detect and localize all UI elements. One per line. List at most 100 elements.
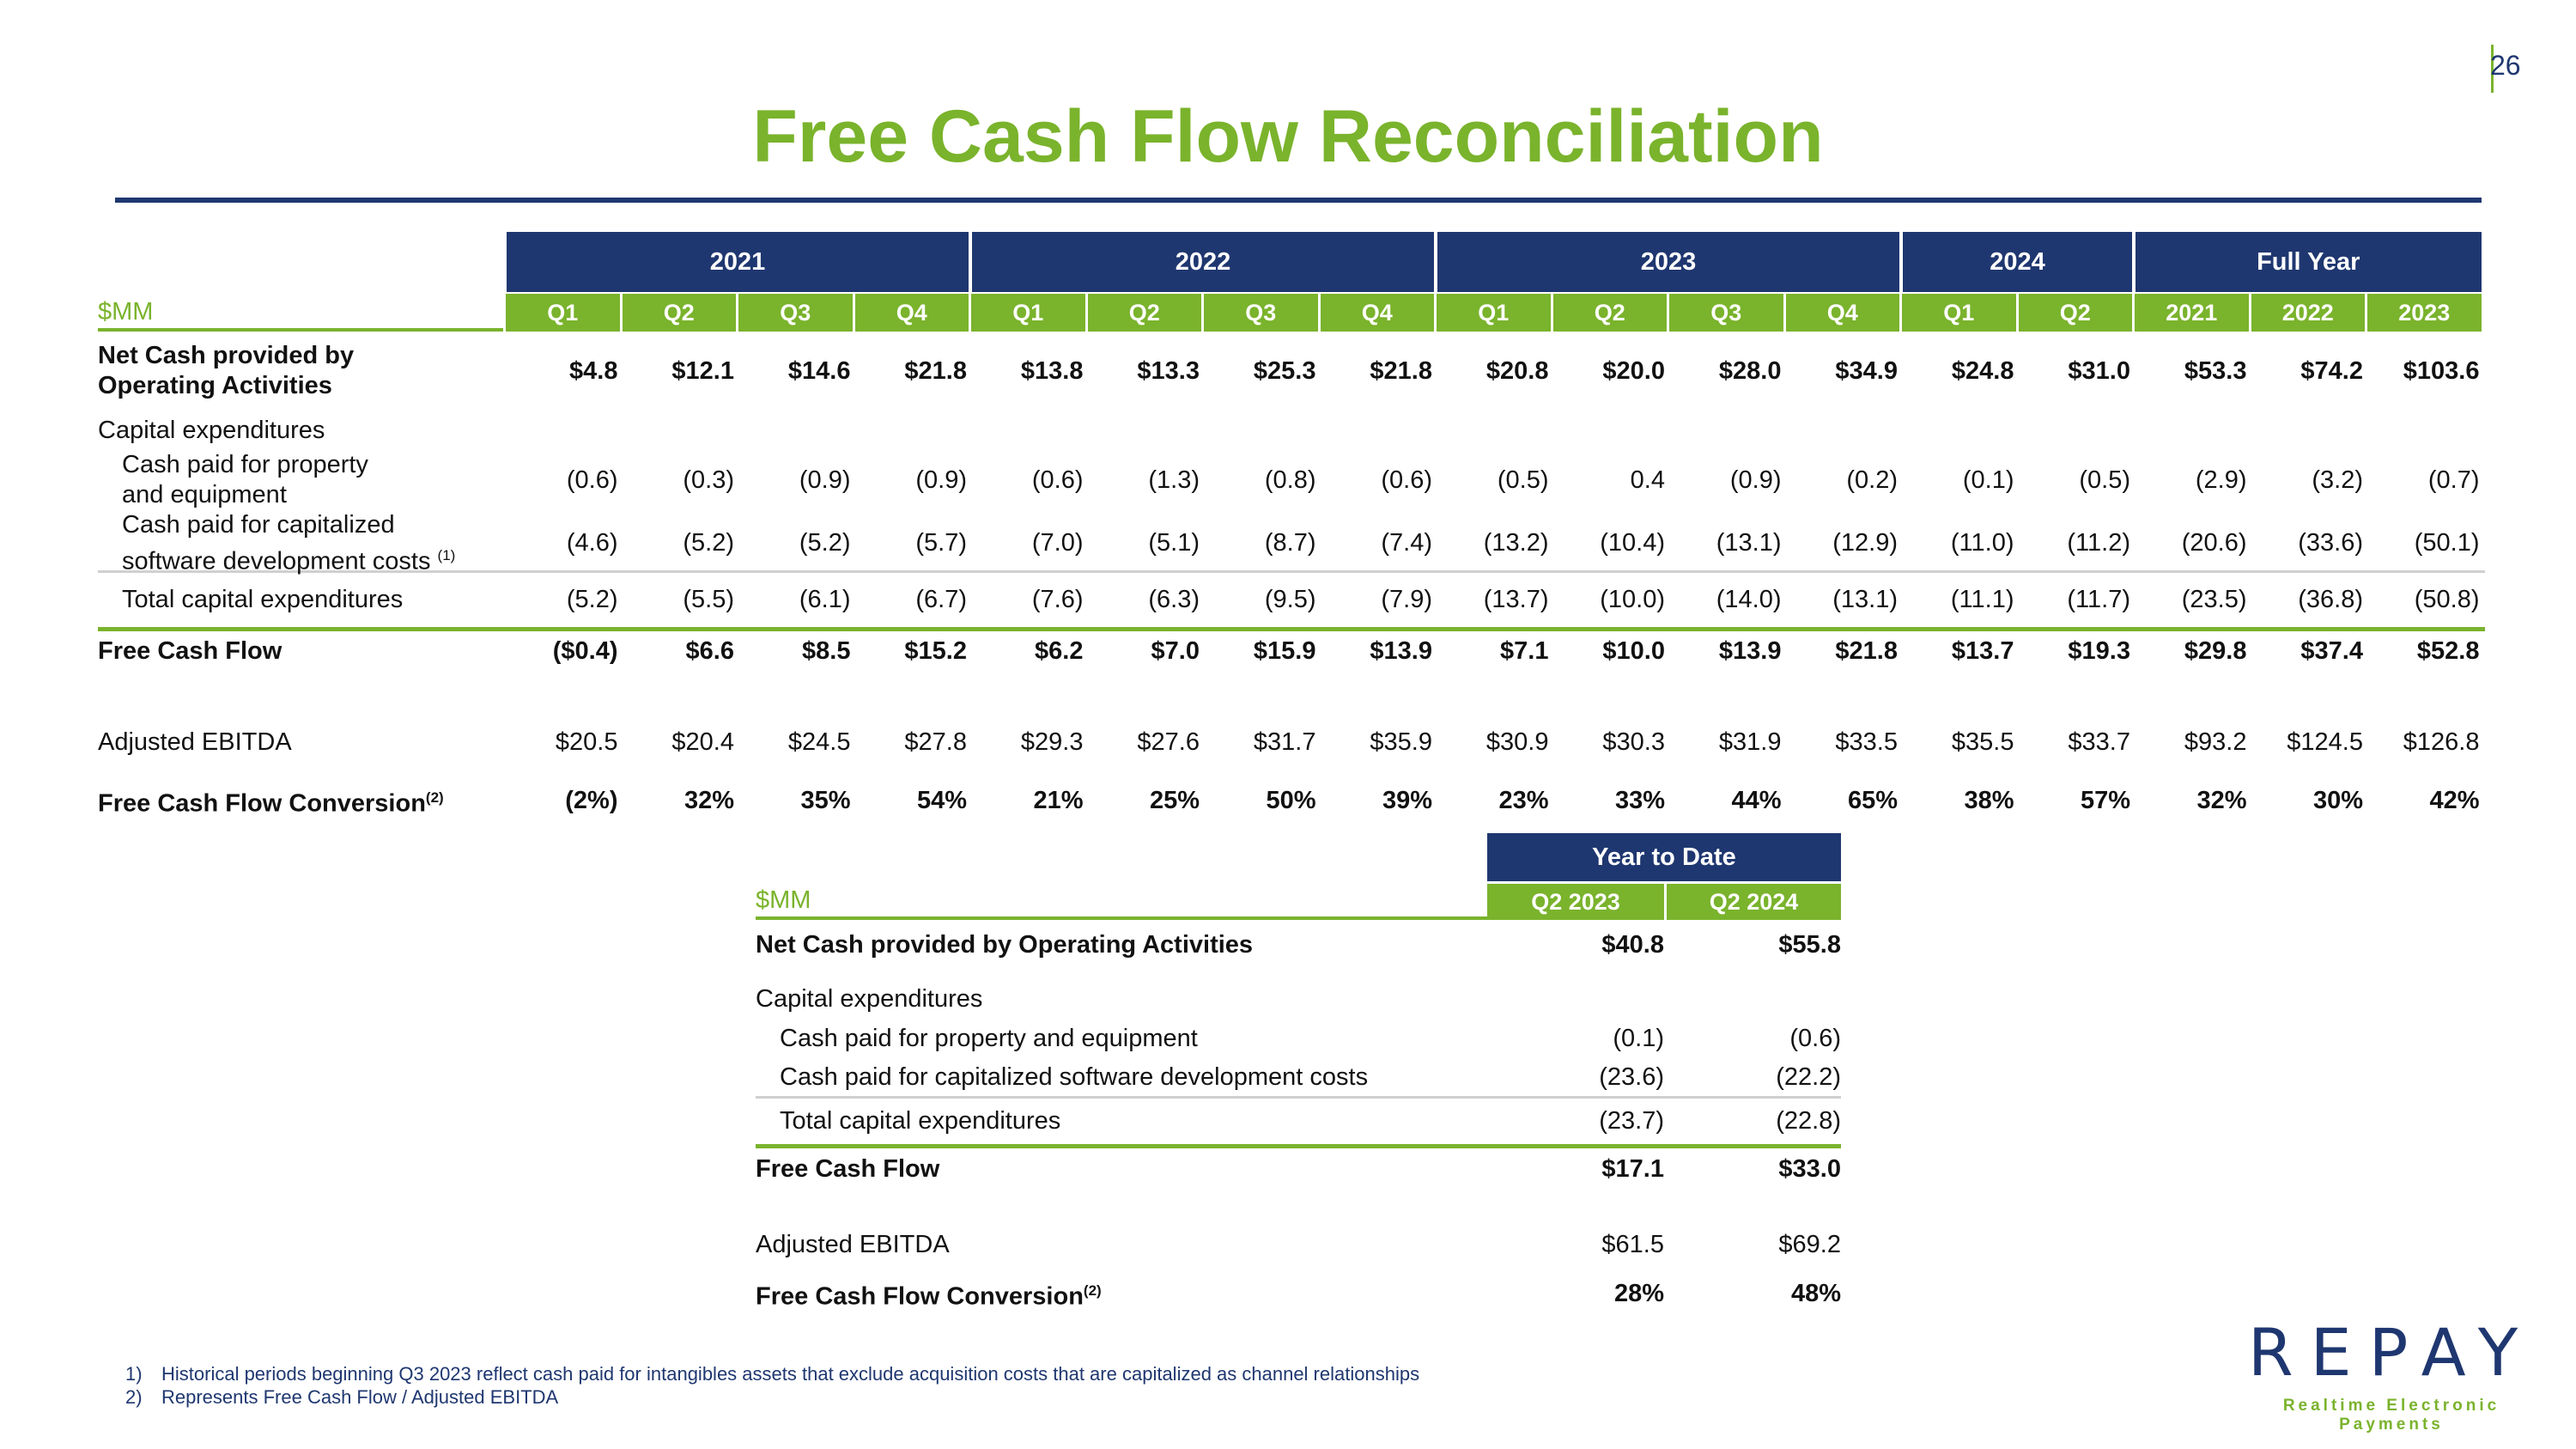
cell: $17.1 bbox=[1601, 1155, 1664, 1183]
cell: (5.2) bbox=[799, 529, 851, 557]
cell: $7.0 bbox=[1151, 637, 1200, 665]
row-label: Adjusted EBITDA bbox=[756, 1230, 950, 1258]
cell: 50% bbox=[1266, 786, 1316, 814]
column-header: Q3 bbox=[1201, 294, 1318, 332]
cell: $33.0 bbox=[1778, 1155, 1841, 1183]
cell: (6.3) bbox=[1148, 586, 1200, 613]
ytd-row-operating-cash: Net Cash provided by Operating Activitie… bbox=[756, 921, 1841, 969]
cell: (11.7) bbox=[2067, 586, 2130, 613]
unit-label: $MM bbox=[98, 294, 503, 332]
cell: (0.3) bbox=[683, 466, 734, 494]
cell: (7.0) bbox=[1031, 529, 1084, 557]
cell: (6.1) bbox=[799, 586, 851, 613]
footnote-2: 2) Represents Free Cash Flow / Adjusted E… bbox=[125, 1386, 559, 1408]
cell: $40.8 bbox=[1601, 930, 1664, 959]
cell: (9.5) bbox=[1264, 586, 1316, 613]
ytd-row-free-cash-flow: Free Cash Flow $17.1 $33.0 bbox=[756, 1144, 1841, 1190]
cell: 28% bbox=[1613, 1279, 1664, 1307]
cell: 48% bbox=[1790, 1279, 1841, 1307]
cell: (7.9) bbox=[1381, 586, 1432, 613]
row-label: Free Cash Flow Conversion(2) bbox=[98, 788, 444, 818]
column-header: Q1 bbox=[503, 294, 620, 332]
cell: $27.8 bbox=[904, 728, 967, 756]
cell: (3.2) bbox=[2312, 466, 2363, 494]
cell: 25% bbox=[1149, 786, 1200, 814]
cell: (23.5) bbox=[2181, 586, 2247, 613]
column-header: Q1 bbox=[969, 294, 1085, 332]
cell: $13.9 bbox=[1718, 637, 1782, 665]
row-label: Cash paid for capitalized software devel… bbox=[780, 1062, 1369, 1091]
cell: $6.6 bbox=[685, 637, 734, 665]
row-label: Cash paid for property and equipment bbox=[122, 451, 368, 508]
cell: $61.5 bbox=[1601, 1230, 1664, 1258]
cell: (23.6) bbox=[1599, 1062, 1664, 1091]
column-header: Q4 bbox=[852, 294, 969, 332]
cell: (0.6) bbox=[1789, 1024, 1841, 1052]
ytd-row-fcf-conversion: Free Cash Flow Conversion(2) 28% 48% bbox=[756, 1269, 1841, 1318]
cell: $29.8 bbox=[2184, 637, 2247, 665]
cell: $30.3 bbox=[1602, 728, 1665, 756]
cell: $13.8 bbox=[1020, 356, 1084, 385]
cell: (0.5) bbox=[2079, 466, 2130, 494]
row-label: Free Cash Flow bbox=[756, 1155, 940, 1183]
quarterly-table: 2021 2022 2023 2024 Full Year $MM Q1 Q2 Q3… bbox=[98, 232, 2485, 831]
column-header: Q1 bbox=[1434, 294, 1551, 332]
cell: $37.4 bbox=[2300, 637, 2363, 665]
cell: $21.8 bbox=[1835, 637, 1898, 665]
cell: $20.0 bbox=[1602, 356, 1665, 385]
cell: (1.3) bbox=[1148, 466, 1200, 494]
cell: (0.1) bbox=[1962, 466, 2014, 494]
cell: (13.1) bbox=[1716, 529, 1782, 557]
cell: $31.7 bbox=[1253, 728, 1316, 756]
column-header: Q2 bbox=[1084, 294, 1201, 332]
cell: $4.8 bbox=[569, 356, 618, 385]
cell: (14.0) bbox=[1716, 586, 1782, 613]
cell: $21.8 bbox=[904, 356, 967, 385]
cell: $35.5 bbox=[1951, 728, 2014, 756]
cell: $29.3 bbox=[1020, 728, 1084, 756]
ytd-column-header-row: $MM Q2 2023 Q2 2024 bbox=[756, 883, 1841, 921]
cell: $31.9 bbox=[1718, 728, 1782, 756]
cell: 39% bbox=[1382, 786, 1432, 814]
ytd-row-capex-header: Capital expenditures bbox=[756, 969, 1841, 1019]
cell: (11.2) bbox=[2067, 529, 2130, 557]
cell: $28.0 bbox=[1718, 356, 1782, 385]
cell: (13.2) bbox=[1483, 529, 1549, 557]
cell: $12.1 bbox=[671, 356, 734, 385]
cell: (2%) bbox=[565, 786, 618, 814]
cell: (7.6) bbox=[1031, 586, 1084, 613]
year-header-row: 2021 2022 2023 2024 Full Year bbox=[98, 232, 2485, 292]
cell: (23.7) bbox=[1599, 1107, 1664, 1135]
year-header-full-year: Full Year bbox=[2132, 232, 2482, 292]
ytd-row-software-costs: Cash paid for capitalized software devel… bbox=[756, 1058, 1841, 1096]
cell: $24.8 bbox=[1951, 356, 2014, 385]
cell: $93.2 bbox=[2184, 728, 2247, 756]
year-header-2023: 2023 bbox=[1434, 232, 1899, 292]
logo-wordmark: REPAY bbox=[2247, 1314, 2536, 1391]
repay-logo: REPAY Realtime Electronic Payments bbox=[2233, 1314, 2550, 1434]
cell: ($0.4) bbox=[552, 637, 618, 665]
cell: $15.2 bbox=[904, 637, 967, 665]
page-number-divider bbox=[2491, 45, 2494, 93]
cell: $74.2 bbox=[2300, 356, 2363, 385]
cell: $14.6 bbox=[787, 356, 851, 385]
row-software-costs: Cash paid for capitalized software develo… bbox=[98, 510, 2485, 575]
cell: (0.5) bbox=[1497, 466, 1549, 494]
year-to-date-table: Year to Date $MM Q2 2023 Q2 2024 Net Cas… bbox=[756, 833, 1841, 1318]
cell: 30% bbox=[2312, 786, 2363, 814]
cell: 44% bbox=[1731, 786, 1782, 814]
footnote-1: 1) Historical periods beginning Q3 2023 r… bbox=[125, 1363, 1420, 1385]
row-free-cash-flow: Free Cash Flow ($0.4) $6.6 $8.5 $15.2 $6.2 $7… bbox=[98, 627, 2485, 672]
cell: (33.6) bbox=[2298, 529, 2363, 557]
ytd-row-adjusted-ebitda: Adjusted EBITDA $61.5 $69.2 bbox=[756, 1220, 1841, 1269]
cell: (6.7) bbox=[915, 586, 967, 613]
cell: $124.5 bbox=[2287, 728, 2363, 756]
ytd-unit-label: $MM bbox=[756, 884, 1487, 920]
cell: (0.8) bbox=[1264, 466, 1316, 494]
cell: 65% bbox=[1847, 786, 1898, 814]
cell: (12.9) bbox=[1832, 529, 1898, 557]
cell: (36.8) bbox=[2298, 586, 2363, 613]
cell: (0.6) bbox=[566, 466, 618, 494]
cell: (5.7) bbox=[915, 529, 967, 557]
cell: (0.9) bbox=[1729, 466, 1782, 494]
